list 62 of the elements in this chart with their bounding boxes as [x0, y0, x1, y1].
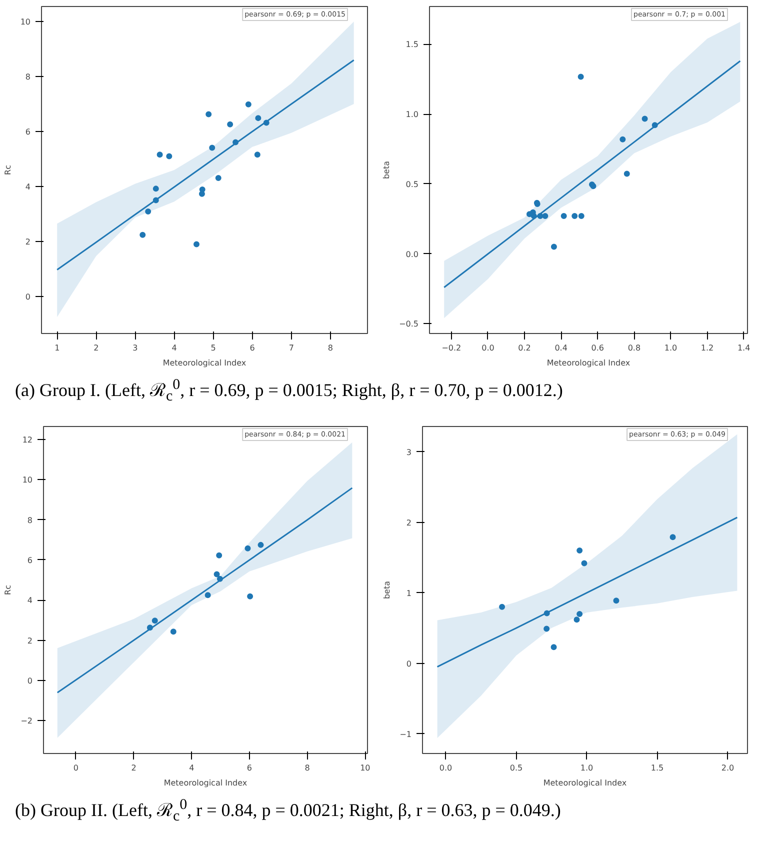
- y-tick-label: −1: [400, 730, 412, 739]
- y-tick-label: 1: [406, 588, 412, 598]
- x-tick-label: 1: [54, 344, 60, 352]
- x-tick-label: 4: [172, 344, 177, 352]
- x-tick-label: 0.5: [510, 764, 523, 772]
- x-tick-label: 2.0: [721, 764, 734, 772]
- y-axis-title: Rc: [3, 165, 12, 175]
- x-tick-label: 1.0: [664, 344, 678, 352]
- y-tick-label: 4: [25, 182, 31, 192]
- y-tick-label: 2: [406, 518, 412, 528]
- x-tick-label: 1.4: [737, 344, 750, 352]
- y-tick-label: 1.0: [406, 110, 419, 120]
- x-tick-label: 0.6: [591, 344, 604, 352]
- y-tick-label: 0: [406, 659, 412, 668]
- x-tick-label: 6: [246, 764, 252, 772]
- y-tick-label: 0: [25, 292, 31, 302]
- x-axis-title: Meteorological Index: [162, 358, 246, 368]
- x-tick-label: 5: [210, 344, 216, 352]
- x-tick-label: 0: [73, 764, 78, 772]
- x-tick-label: 0.0: [482, 344, 494, 352]
- x-tick-label: 0.8: [628, 344, 641, 352]
- x-tick-label: −0.2: [442, 344, 462, 352]
- x-tick-label: 6: [250, 344, 255, 352]
- y-tick-label: 8: [25, 72, 31, 82]
- y-tick-label: 8: [27, 516, 33, 525]
- text: (b) Group II. (Left, ℛ$_{c}$$^{0}$, r = 0.84, p = 0.0021; Right, β, r = 0.63, p = 0.049.): [15, 796, 561, 827]
- x-tick-label: 4: [189, 764, 194, 772]
- x-axis-title: Meteorological Index: [164, 778, 248, 788]
- y-tick-label: −0.5: [399, 320, 419, 329]
- y-tick-label: 10: [20, 18, 31, 27]
- y-tick-label: 10: [22, 476, 33, 485]
- y-axis-title: beta: [382, 160, 392, 180]
- y-tick-label: 2: [27, 636, 33, 646]
- text: (a) Group I. (Left, ℛ$_{c}$$^{0}$, r = 0.69, p = 0.0015; Right, β, r = 0.70, p = 0.0012.): [15, 376, 563, 407]
- x-tick-label: 3: [132, 344, 138, 352]
- x-tick-label: 7: [288, 344, 294, 352]
- y-tick-label: 6: [27, 556, 33, 565]
- y-axis-title: beta: [382, 580, 392, 600]
- y-tick-label: −2: [20, 716, 33, 726]
- x-axis-title: Meteorological Index: [546, 358, 630, 368]
- y-tick-label: 0: [27, 676, 33, 686]
- x-tick-label: 0.0: [439, 764, 452, 772]
- x-tick-label: 1.2: [700, 344, 714, 352]
- y-tick-label: 0.0: [406, 250, 419, 259]
- x-tick-label: 2: [94, 344, 99, 352]
- x-tick-label: 0.2: [518, 344, 531, 352]
- y-tick-label: 6: [25, 128, 31, 137]
- x-tick-label: 2: [131, 764, 136, 772]
- y-tick-label: 2: [25, 237, 31, 246]
- x-tick-label: 8: [304, 764, 310, 772]
- x-tick-label: 8: [328, 344, 333, 352]
- y-axis-title: Rc: [4, 585, 13, 595]
- y-tick-label: 1.5: [406, 40, 419, 50]
- x-axis-title: Meteorological Index: [543, 778, 627, 788]
- x-tick-label: 1.0: [580, 764, 594, 772]
- x-tick-label: 1.5: [650, 764, 664, 772]
- y-tick-label: 0.5: [406, 180, 419, 189]
- x-tick-label: 0.4: [554, 344, 568, 352]
- x-tick-label: 10: [360, 764, 370, 772]
- y-tick-label: 3: [406, 448, 412, 457]
- y-tick-label: 4: [27, 596, 33, 606]
- y-tick-label: 12: [22, 436, 33, 445]
